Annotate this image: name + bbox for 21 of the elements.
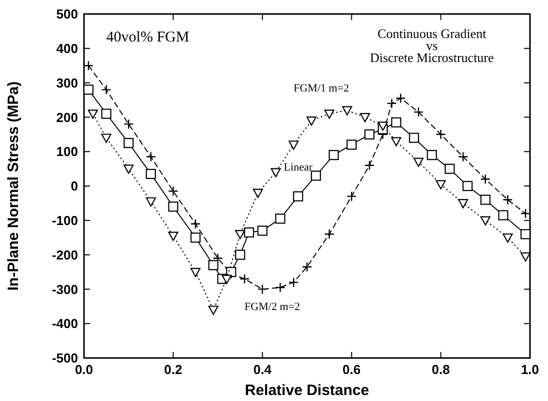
y-tick-label: 100	[56, 144, 78, 160]
y-tick-label: -100	[52, 212, 78, 228]
y-tick-label: 300	[56, 75, 78, 90]
series-label: FGM/2 m=2	[244, 300, 300, 313]
y-axis-title: In-Plane Normal Stress (MPa)	[5, 81, 22, 291]
annotation: 40vol% FGM	[106, 30, 190, 46]
y-tick-label: 200	[56, 110, 78, 125]
y-tick-label: -200	[52, 247, 78, 262]
y-tick-label: 400	[56, 40, 78, 56]
y-tick-label: 500	[56, 6, 78, 22]
x-tick-label: 0.2	[164, 362, 182, 377]
series-label: Linear	[284, 162, 313, 174]
x-tick-label: 0.4	[253, 362, 272, 377]
y-tick-label: -300	[52, 282, 78, 297]
x-tick-label: 0.8	[432, 362, 450, 377]
series-label: FGM/1 m=2	[294, 82, 350, 94]
y-tick-label: -400	[52, 316, 78, 332]
x-axis-title: Relative Distance	[244, 382, 370, 399]
y-tick-label: 0	[70, 178, 78, 194]
x-tick-label: 1.0	[520, 362, 540, 377]
x-tick-label: 0.6	[342, 362, 361, 377]
